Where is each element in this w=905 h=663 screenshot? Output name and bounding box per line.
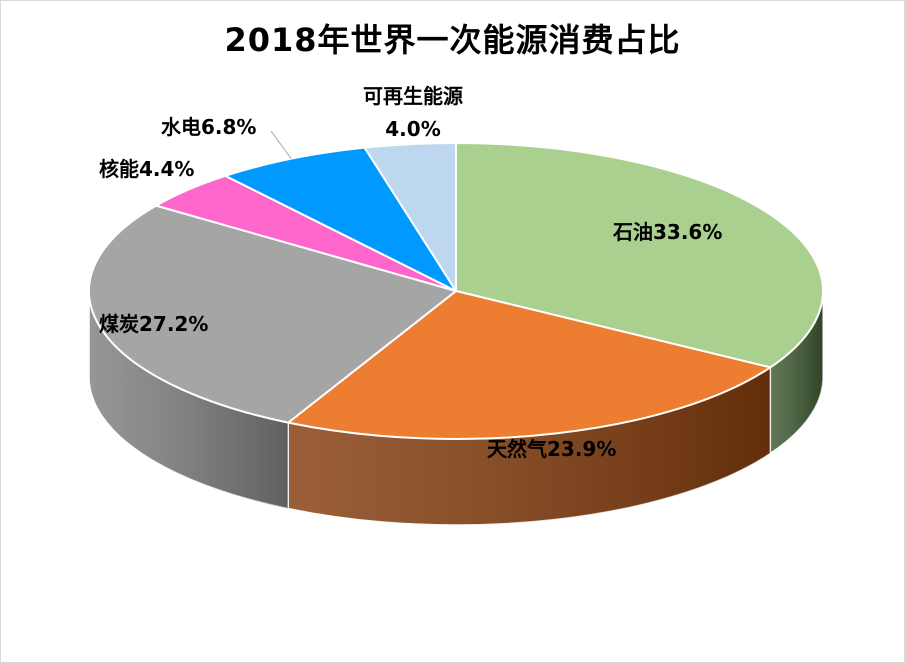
data-label-renewable-value: 4.0% xyxy=(385,117,440,141)
chart-title: 2018年世界一次能源消费占比 xyxy=(224,21,681,59)
data-label-nuclear: 核能4.4% xyxy=(99,157,194,181)
slice-coal xyxy=(88,204,457,424)
slice-oil xyxy=(455,142,824,369)
pie-tops xyxy=(88,142,824,440)
data-label-gas: 天然气23.9% xyxy=(487,437,616,461)
slice-side-shade-coal xyxy=(89,291,289,509)
slice-side-shade-gas xyxy=(288,367,771,525)
data-label-oil: 石油33.6% xyxy=(612,220,722,244)
pie-sides xyxy=(88,290,824,526)
leader-line-hydro xyxy=(270,130,292,160)
slice-renewable xyxy=(363,142,457,292)
label-leaders xyxy=(270,130,292,160)
data-label-renewable-name: 可再生能源 xyxy=(363,84,463,108)
data-label-coal: 煤炭27.2% xyxy=(99,312,208,336)
slice-gas xyxy=(287,290,772,440)
data-label-hydro: 水电6.8% xyxy=(161,115,256,139)
